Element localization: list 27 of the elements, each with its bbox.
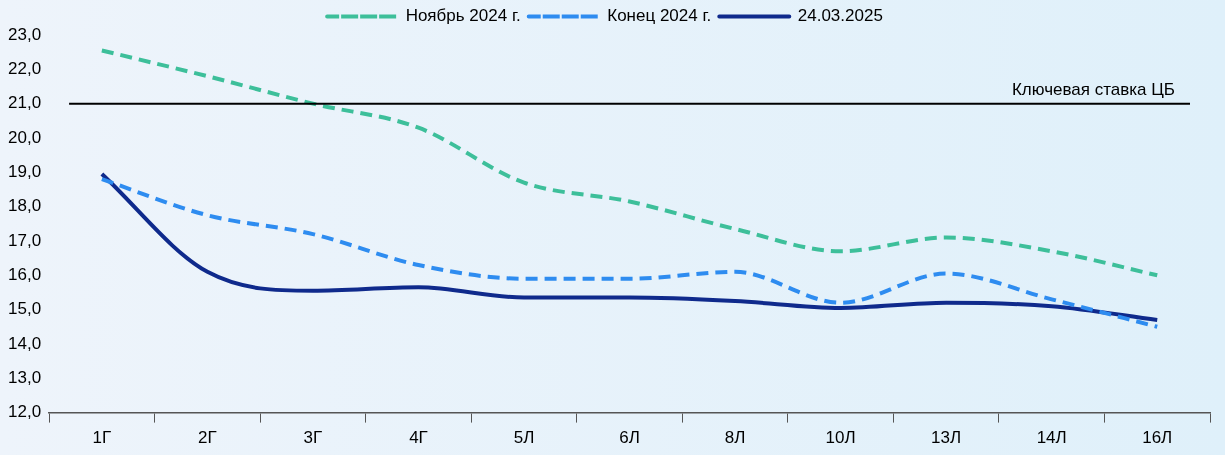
legend-label: 24.03.2025: [797, 6, 883, 26]
x-tick-label: 6Л: [619, 428, 640, 448]
y-tick-label: 20,0: [7, 127, 42, 147]
legend-label: Конец 2024 г.: [607, 6, 712, 26]
x-tick-label: 13Л: [931, 428, 962, 448]
y-tick-label: 23,0: [7, 24, 42, 44]
legend-label: Ноябрь 2024 г.: [405, 6, 521, 26]
y-tick-label: 19,0: [7, 162, 42, 181]
y-tick-label: 14,0: [7, 333, 42, 353]
y-tick-label: 16,0: [7, 264, 42, 284]
x-tick-label: 14Л: [1036, 428, 1067, 448]
x-tick-label: 8Л: [724, 428, 746, 448]
y-tick-label: 12,0: [7, 402, 42, 422]
x-tick-label: 3Г: [303, 428, 323, 448]
x-tick-label: 10Л: [825, 428, 856, 448]
x-tick-label: 4Г: [409, 428, 428, 448]
x-tick-label: 2Г: [198, 428, 217, 448]
y-tick-label: 21,0: [7, 93, 42, 113]
ref-line-label: Ключевая ставка ЦБ: [1011, 79, 1175, 99]
y-tick-label: 17,0: [7, 230, 42, 250]
y-tick-label: 15,0: [7, 299, 42, 319]
y-tick-label: 22,0: [7, 59, 42, 79]
y-tick-label: 18,0: [7, 196, 42, 216]
y-tick-label: 13,0: [7, 367, 42, 387]
x-tick-label: 1Г: [92, 428, 112, 448]
x-tick-label: 5Л: [513, 428, 535, 448]
x-tick-label: 16Л: [1142, 428, 1173, 448]
